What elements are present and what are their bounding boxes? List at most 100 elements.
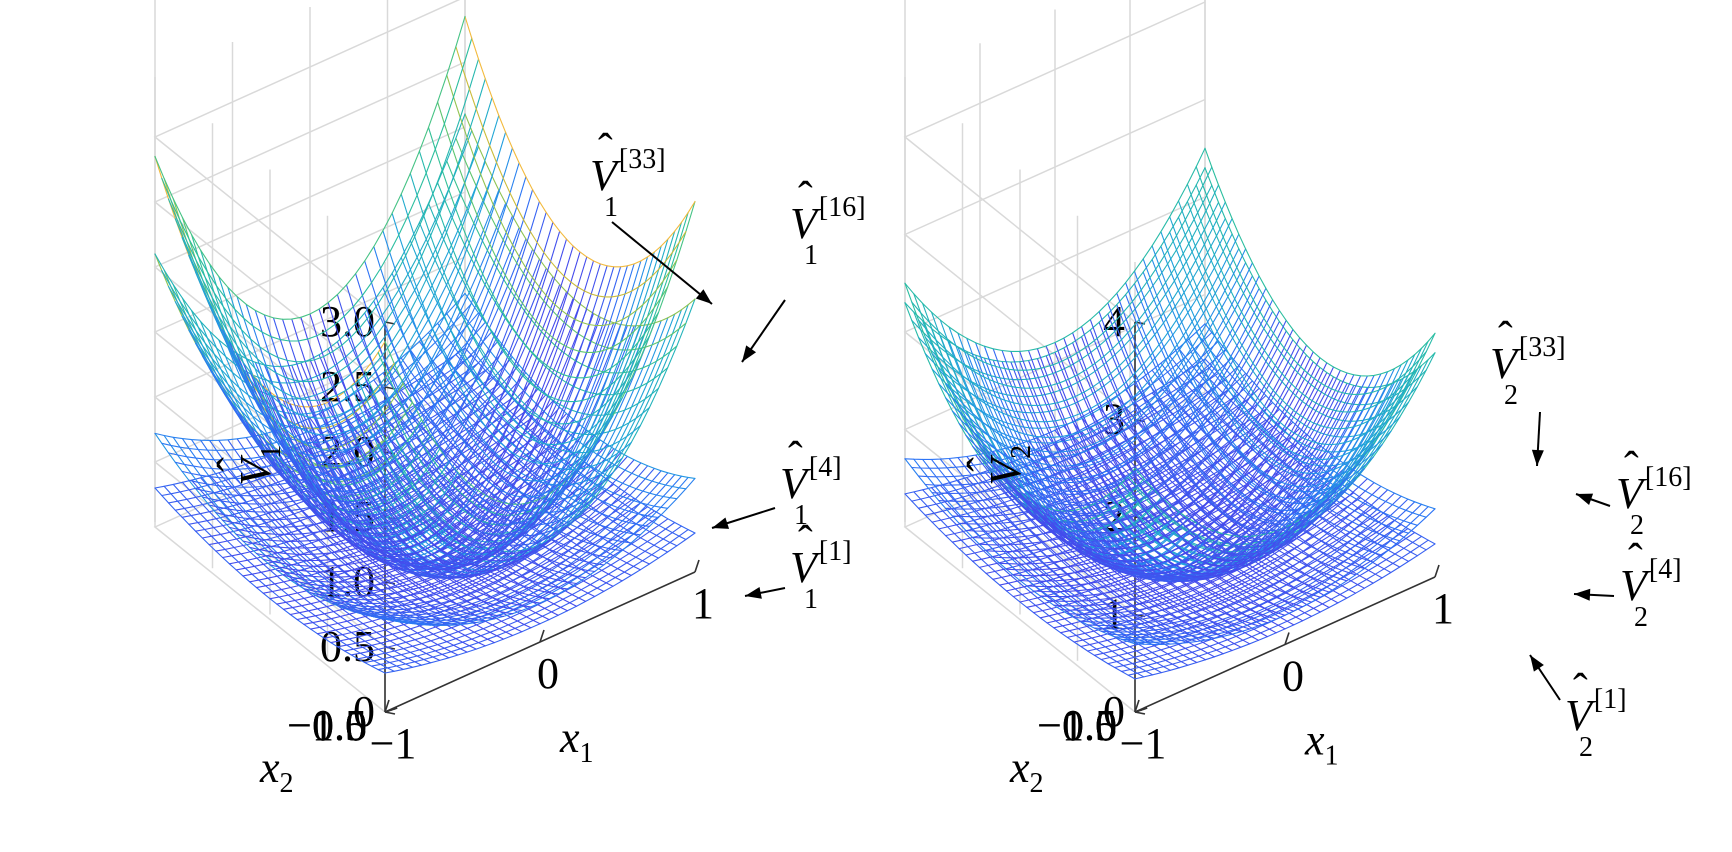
mesh-line: [1195, 166, 1427, 395]
mesh-line: [242, 435, 554, 577]
z-tick: [1134, 711, 1146, 715]
mesh-line: [373, 300, 605, 514]
y-tick-label: 1.0: [312, 701, 367, 750]
mesh-line: [951, 406, 1253, 543]
mesh-line: [1160, 231, 1392, 460]
mesh-line: [985, 319, 1287, 525]
annotation-4: V[4]1 ˆ: [711, 433, 842, 531]
mesh-line: [911, 365, 1213, 502]
mesh-line: [1133, 270, 1365, 500]
mesh-line: [195, 202, 507, 457]
mesh-line: [228, 423, 540, 565]
mesh-line: [972, 299, 1274, 504]
mesh-line: [391, 272, 623, 486]
annotation-hat: ˆ: [1498, 313, 1513, 362]
annotation-1: V[1]1ˆ: [744, 517, 852, 615]
mesh-line: [174, 78, 486, 383]
mesh-line: [345, 284, 578, 536]
annotation-label: V[4]: [780, 452, 842, 508]
mesh-line: [1080, 326, 1313, 555]
mesh-line: [418, 150, 650, 403]
grid-hline: [903, 391, 1206, 713]
x-tick: [1284, 632, 1290, 645]
mesh-line: [382, 372, 614, 559]
x-axis-label: x1: [559, 713, 594, 769]
mesh-line: [1063, 337, 1295, 567]
annotation-subscript: 2: [1630, 510, 1644, 541]
x-tick: [1434, 564, 1440, 578]
mesh-line: [336, 294, 568, 546]
mesh-line: [364, 260, 596, 512]
mesh-line: [377, 211, 689, 516]
annotation-33: V[33]2ˆ: [1490, 313, 1566, 467]
surface-33: [904, 147, 1436, 580]
mesh-line: [364, 312, 596, 526]
mesh-line: [931, 218, 1233, 423]
grid-hline: [153, 126, 466, 453]
mesh-line: [167, 145, 480, 400]
mesh-line: [999, 337, 1301, 542]
mesh-line: [208, 162, 520, 467]
mesh-line: [446, 160, 678, 374]
mesh-line: [336, 341, 568, 555]
mesh-line: [181, 97, 493, 401]
annotation-subscript: 1: [794, 500, 808, 531]
mesh-line: [437, 101, 669, 353]
mesh-line: [201, 147, 513, 452]
y-tick-label: 1.0: [1062, 701, 1117, 750]
mesh-line: [154, 15, 466, 320]
annotation-subscript: 2: [1579, 732, 1593, 763]
mesh-line: [418, 340, 650, 527]
mesh-line: [938, 233, 1240, 438]
mesh-line: [1133, 383, 1365, 570]
x-tick-label: 0: [1282, 652, 1304, 701]
y-tick-label: −1.0: [287, 701, 367, 750]
mesh-line: [1204, 167, 1436, 388]
mesh-line: [437, 322, 669, 509]
annotation-33: V[33]1ˆ: [590, 125, 713, 305]
mesh-line: [1186, 201, 1418, 422]
mesh-line: [978, 408, 1280, 546]
annotation-arrowhead: [1530, 655, 1544, 672]
mesh-line: [1204, 323, 1436, 510]
mesh-line: [1195, 184, 1427, 406]
mesh-line: [1169, 216, 1401, 446]
mesh-line: [464, 15, 696, 268]
mesh-line: [327, 302, 559, 554]
annotation-hat: ˆ: [1573, 665, 1588, 714]
mesh-line: [904, 323, 1206, 460]
mesh-line: [924, 201, 1226, 406]
mesh-line: [1012, 351, 1314, 556]
annotation-subscript: 1: [804, 584, 818, 615]
mesh-line: [1098, 321, 1330, 543]
surface-33: [154, 15, 696, 571]
x-tick: [1134, 699, 1140, 713]
mesh-line: [228, 258, 540, 513]
y-axis-label: x2: [259, 743, 294, 799]
mesh-line: [958, 275, 1260, 480]
mesh-line: [242, 400, 554, 549]
annotation-hat: ˆ: [1624, 443, 1639, 492]
y-tick-label: −0.5: [1037, 701, 1117, 750]
mesh-line: [464, 292, 696, 479]
annotation-hat: ˆ: [598, 125, 613, 174]
mesh-line: [1107, 417, 1339, 604]
mesh-line: [992, 421, 1294, 559]
z-label-hat: ˆ: [959, 457, 1008, 472]
mesh-line: [235, 267, 547, 522]
mesh-line: [978, 309, 1280, 515]
y-axis-label: x2: [1009, 743, 1044, 799]
annotation-subscript: 2: [1634, 602, 1648, 633]
mesh-line: [174, 321, 486, 470]
mesh-line: [201, 215, 513, 469]
grid-hline: [153, 61, 466, 388]
annotation-subscript: 1: [804, 240, 818, 271]
mesh-line: [373, 246, 605, 498]
mesh-line: [455, 137, 687, 351]
left-surface-panel: 00.51.01.52.02.53.0−101−1.0−0.500.51.0 x1…: [153, 0, 866, 799]
mesh-line: [1116, 292, 1348, 522]
mesh-line: [154, 113, 466, 367]
